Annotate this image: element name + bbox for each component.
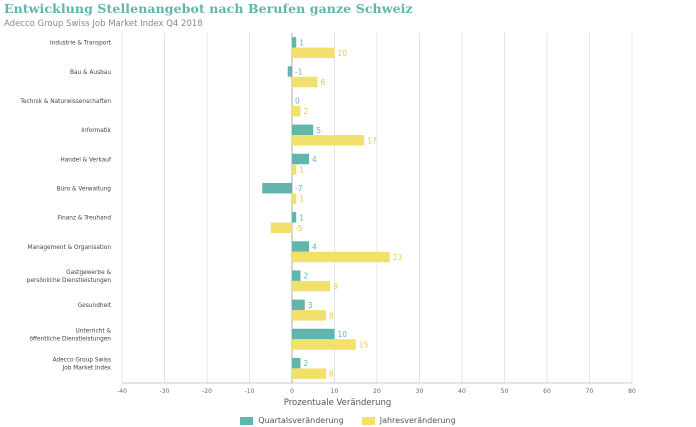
- data-label-quarterly: 3: [308, 301, 313, 310]
- data-label-yearly: 15: [359, 341, 369, 350]
- data-label-quarterly: 2: [304, 359, 309, 368]
- category-label: Handel & Verkauf: [60, 157, 112, 163]
- data-label-yearly: 1: [299, 166, 304, 175]
- data-label-yearly: 9: [333, 282, 338, 291]
- legend-swatch-quarterly: [240, 416, 254, 425]
- bar-yearly: [270, 222, 292, 234]
- x-tick-label: -40: [117, 388, 127, 395]
- bar-yearly: [292, 251, 390, 263]
- x-tick-label: 10: [331, 388, 339, 395]
- x-tick-label: -10: [245, 388, 255, 395]
- x-tick-label: -20: [202, 388, 212, 395]
- category-label: Management & Organisation: [28, 245, 112, 251]
- x-tick-label: 20: [373, 388, 381, 395]
- category-label: Finanz & Treuhand: [58, 216, 112, 222]
- bar-quarterly: [292, 299, 305, 311]
- data-label-quarterly: 4: [312, 155, 317, 164]
- data-label-yearly: 1: [299, 195, 304, 204]
- bar-quarterly: [292, 270, 301, 281]
- data-label-quarterly: 2: [304, 272, 309, 281]
- data-label-yearly: 17: [367, 136, 377, 145]
- category-label: Gesundheit: [78, 303, 112, 309]
- bar-yearly: [292, 47, 335, 59]
- x-tick-label: 80: [628, 388, 636, 395]
- bar-yearly: [292, 164, 297, 175]
- category-label: Bau & Ausbau: [70, 70, 111, 76]
- bar-quarterly: [292, 357, 301, 369]
- data-label-yearly: 23: [393, 253, 403, 262]
- legend-item-quarterly: Quartalsveränderung: [240, 416, 344, 425]
- data-label-quarterly: 4: [312, 243, 317, 252]
- category-label: Job Market Index: [61, 365, 111, 371]
- x-tick-label: 70: [586, 388, 594, 395]
- bar-quarterly: [292, 124, 314, 136]
- bar-quarterly: [292, 212, 297, 223]
- x-tick-label: -30: [160, 388, 170, 395]
- bar-yearly: [292, 280, 331, 292]
- bar-yearly: [292, 310, 326, 321]
- bar-yearly: [292, 135, 365, 146]
- bar-yearly: [292, 339, 356, 350]
- data-label-quarterly: 0: [295, 97, 300, 106]
- data-label-quarterly: 1: [299, 38, 304, 47]
- bar-quarterly: [287, 66, 292, 77]
- category-label: Industrie & Transport: [50, 41, 112, 47]
- data-label-yearly: 2: [304, 107, 309, 116]
- bar-quarterly: [292, 241, 309, 252]
- bar-quarterly: [262, 182, 292, 194]
- category-label: Gastgewerbe &: [66, 270, 111, 276]
- chart-title: Entwicklung Stellenangebot nach Berufen …: [4, 1, 413, 16]
- x-axis-label: Prozentuale Veränderung: [284, 398, 392, 408]
- bar-quarterly: [292, 37, 297, 48]
- legend-label-yearly: Jahresveränderung: [379, 416, 456, 425]
- data-label-quarterly: -1: [295, 68, 303, 77]
- x-tick-label: 0: [290, 388, 294, 395]
- data-label-yearly: 10: [338, 49, 348, 58]
- data-label-quarterly: 1: [299, 213, 304, 222]
- category-label: öffentliche Dienstleistungen: [29, 336, 111, 342]
- category-label: Technik & Naturwissenschaften: [19, 99, 111, 105]
- data-label-quarterly: -7: [295, 184, 303, 193]
- data-label-yearly: 8: [329, 311, 334, 320]
- category-label: Adecco Group Swiss: [53, 357, 111, 363]
- bar-yearly: [292, 105, 301, 117]
- category-label: Informatik: [81, 128, 111, 134]
- bar-yearly: [292, 368, 326, 379]
- category-label: Büro & Verwaltung: [57, 186, 112, 192]
- x-tick-label: 60: [543, 388, 551, 395]
- bar-yearly: [292, 193, 297, 204]
- chart-legend: Quartalsveränderung Jahresveränderung: [0, 416, 696, 425]
- category-label: persönliche Dienstleistungen: [27, 278, 112, 284]
- bar-quarterly: [292, 328, 335, 340]
- data-label-quarterly: 5: [316, 126, 321, 135]
- chart-subtitle: Adecco Group Swiss Job Market Index Q4 2…: [4, 19, 203, 29]
- x-tick-label: 50: [501, 388, 509, 395]
- data-label-quarterly: 10: [338, 330, 348, 339]
- bar-yearly: [292, 76, 318, 88]
- x-tick-label: 40: [458, 388, 466, 395]
- legend-item-yearly: Jahresveränderung: [361, 416, 456, 425]
- data-label-yearly: -5: [295, 224, 303, 233]
- legend-label-quarterly: Quartalsveränderung: [258, 416, 344, 425]
- category-label: Unterricht &: [75, 328, 111, 334]
- legend-swatch-yearly: [361, 416, 375, 425]
- data-label-yearly: 8: [329, 370, 334, 379]
- x-tick-label: 30: [416, 388, 424, 395]
- data-label-yearly: 6: [321, 78, 326, 87]
- bar-quarterly: [292, 153, 309, 165]
